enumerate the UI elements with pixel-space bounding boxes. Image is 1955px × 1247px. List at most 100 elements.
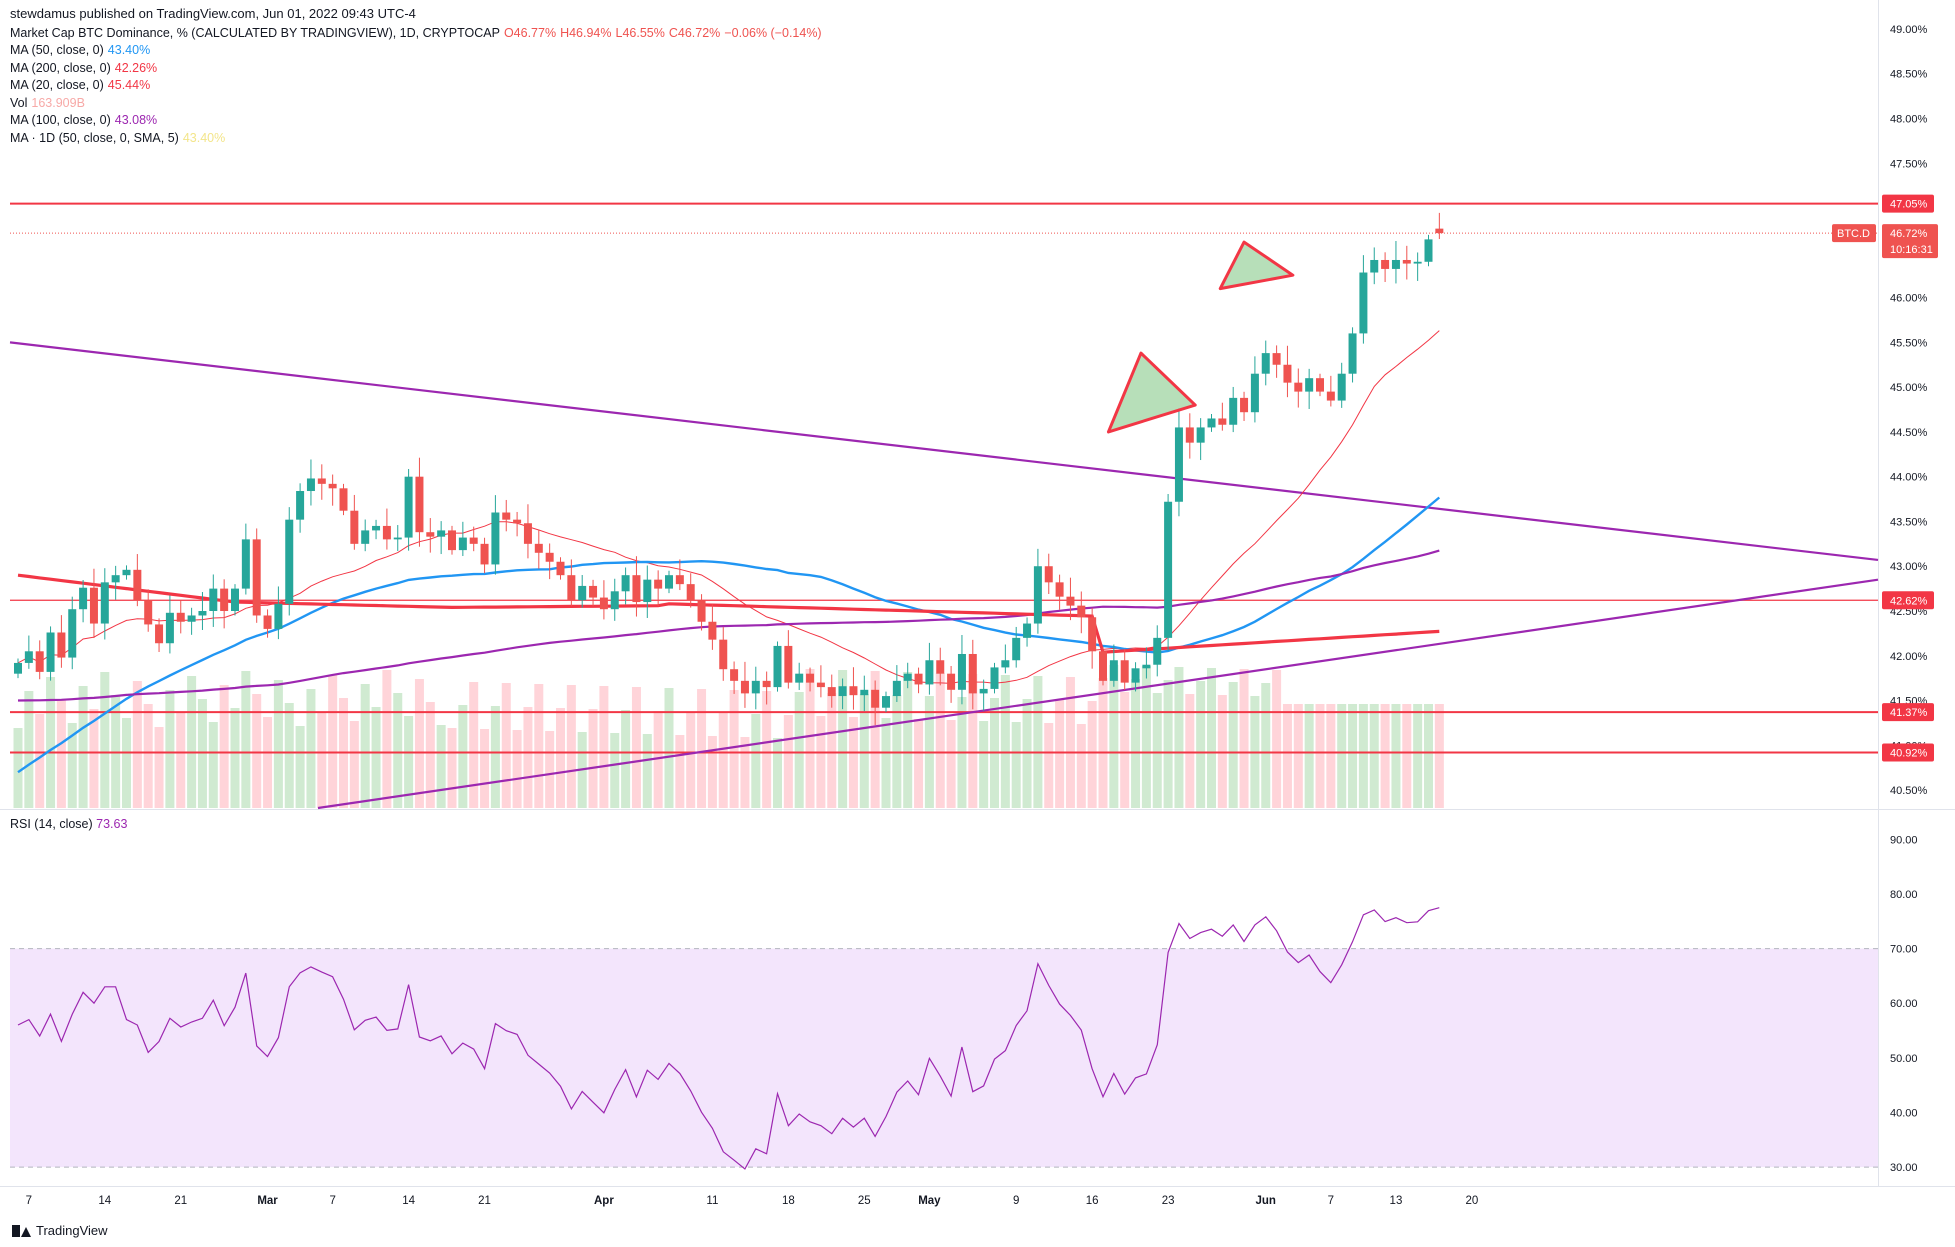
- candle-body: [176, 612, 185, 622]
- volume-bar: [1337, 704, 1347, 808]
- time-tick-label: Mar: [257, 1195, 278, 1207]
- candle-body: [860, 689, 869, 696]
- volume-bar: [1098, 678, 1108, 808]
- volume-bar: [697, 689, 707, 808]
- volume-bar: [436, 725, 446, 808]
- rsi-title[interactable]: RSI (14, close) 73.63: [10, 817, 127, 831]
- time-tick-label: 20: [1466, 1195, 1479, 1207]
- volume-bar: [1369, 704, 1379, 808]
- price-tick-label: 46.00%: [1890, 293, 1928, 305]
- candle-body: [903, 673, 912, 681]
- candle-body: [816, 682, 825, 688]
- candle-body: [784, 645, 793, 683]
- volume-bar: [534, 684, 544, 808]
- candle-body: [1164, 501, 1173, 638]
- indicator-ma200[interactable]: MA (200, close, 0) 42.26%: [10, 60, 826, 78]
- price-tick-label: 49.00%: [1890, 24, 1928, 36]
- candle-body: [1391, 259, 1400, 269]
- indicator-value: 42.26%: [114, 60, 158, 75]
- candle-body: [306, 478, 315, 492]
- indicator-ma100[interactable]: MA (100, close, 0) 43.08%: [10, 112, 826, 130]
- candle-body: [252, 539, 261, 616]
- candle-body: [1001, 660, 1010, 668]
- candle-body: [1337, 373, 1346, 401]
- volume-bar: [414, 679, 424, 808]
- candle-body: [1316, 378, 1324, 392]
- volume-bar: [838, 670, 848, 808]
- price-tag-bg: [1882, 194, 1934, 213]
- price-tag-bg: [1882, 703, 1934, 722]
- volume-bar: [317, 712, 327, 808]
- volume-bar: [1282, 704, 1292, 808]
- candle-body: [404, 476, 413, 538]
- rsi-value: 73.63: [96, 817, 128, 831]
- ohlc-close: C46.72%: [668, 25, 721, 40]
- volume-bar: [707, 736, 717, 808]
- volume-bar: [1207, 668, 1216, 808]
- volume-bar: [1022, 699, 1032, 808]
- indicator-ma-1d[interactable]: MA · 1D (50, close, 0, SMA, 5) 43.40%: [10, 130, 826, 148]
- tradingview-logo-icon: [12, 1224, 31, 1237]
- volume-bar: [1358, 704, 1368, 808]
- indicator-ma50[interactable]: MA (50, close, 0) 43.40%: [10, 42, 826, 60]
- volume-bar: [360, 684, 370, 808]
- ohlc-low: L46.55%: [615, 25, 665, 40]
- candle-body: [827, 687, 836, 697]
- volume-bar: [469, 682, 479, 808]
- candle-body: [1294, 382, 1303, 392]
- rsi-band: [10, 948, 1878, 1168]
- published-line: stewdamus published on TradingView.com, …: [10, 6, 416, 21]
- volume-bar: [273, 680, 283, 808]
- volume-bar: [122, 718, 131, 808]
- time-tick-label: 7: [1328, 1195, 1334, 1207]
- indicator-value: 163.909B: [31, 95, 85, 110]
- candle-body: [578, 585, 587, 601]
- candle-body: [925, 660, 934, 685]
- candle-body: [133, 569, 142, 601]
- candle-body: [1381, 259, 1390, 269]
- candle-body: [1120, 660, 1129, 683]
- candle-body: [621, 575, 630, 592]
- candle-body: [502, 512, 511, 520]
- candle-body: [198, 611, 207, 616]
- volume-bar: [1185, 694, 1195, 808]
- indicator-label: MA (50, close, 0): [10, 43, 104, 57]
- candle-body: [24, 651, 33, 663]
- volume-bar: [1261, 683, 1271, 808]
- symbol-tag-label: BTC.D: [1837, 228, 1870, 240]
- symbol-title: Market Cap BTC Dominance, % (CALCULATED …: [10, 25, 500, 40]
- time-tick-label: May: [918, 1195, 941, 1207]
- indicator-vol[interactable]: Vol 163.909B: [10, 95, 826, 113]
- volume-bar: [805, 669, 815, 808]
- volume-bar: [1391, 704, 1401, 808]
- candle-body: [1272, 353, 1281, 365]
- ma200-line: [17, 573, 1440, 654]
- time-tick-label: 18: [782, 1195, 795, 1207]
- rsi-line: [17, 907, 1440, 1170]
- volume-bar: [1055, 700, 1065, 808]
- volume-bar: [588, 709, 598, 808]
- volume-bar: [197, 699, 207, 808]
- rsi-tick-label: 60.00: [1890, 998, 1918, 1010]
- indicator-ma20[interactable]: MA (20, close, 0) 45.44%: [10, 77, 826, 95]
- candle-body: [610, 591, 619, 610]
- candle-body: [122, 569, 131, 576]
- volume-bar: [1109, 665, 1119, 808]
- volume-bar: [241, 671, 251, 808]
- candle-body: [534, 543, 543, 553]
- tradingview-brand[interactable]: TradingView: [12, 1223, 108, 1238]
- volume-bar: [328, 675, 338, 808]
- candle-body: [241, 539, 250, 589]
- candle-body: [68, 609, 77, 658]
- candle-body: [795, 673, 804, 683]
- candle-body: [46, 632, 55, 672]
- time-tick-label: Apr: [594, 1195, 614, 1207]
- volume-bar: [773, 738, 782, 808]
- indicator-label: MA (100, close, 0): [10, 113, 111, 127]
- price-tick-label: 44.00%: [1890, 472, 1928, 484]
- indicator-label: Vol: [10, 95, 28, 110]
- volume-bar: [1304, 704, 1314, 808]
- volume-bar: [566, 685, 576, 808]
- volume-bar: [176, 713, 186, 808]
